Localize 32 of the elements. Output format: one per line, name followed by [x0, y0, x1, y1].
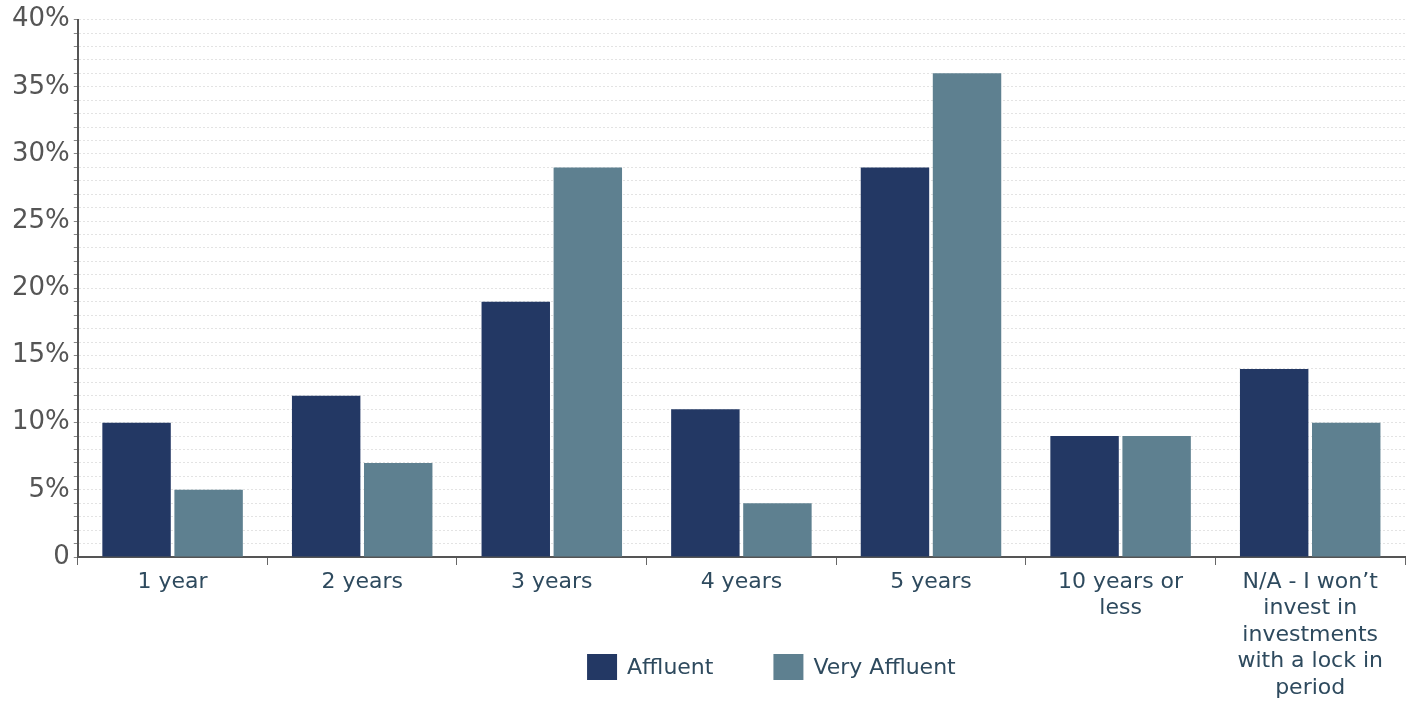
bar: [1239, 368, 1309, 557]
bar: [363, 462, 433, 557]
bar: [932, 73, 1002, 557]
x-tick-label: 5 years: [890, 567, 972, 593]
y-tick-label: 5%: [28, 472, 70, 503]
bar: [553, 167, 623, 557]
y-tick-label: 35%: [11, 69, 70, 100]
bar: [291, 395, 361, 557]
y-tick-label: 25%: [11, 203, 70, 234]
x-tick-label: 1 year: [137, 567, 209, 593]
y-tick-label: 30%: [11, 136, 70, 167]
bar: [174, 489, 243, 557]
x-tick-label: 3 years: [511, 567, 593, 593]
y-tick-label: 40%: [11, 2, 70, 33]
x-tick-label: 4 years: [700, 567, 783, 593]
x-tick-label: N/A - I won’t invest in investments with a lock in period: [1237, 567, 1383, 699]
legend-label: Very Affluent: [813, 653, 957, 679]
y-tick-label: 10%: [11, 405, 70, 436]
y-tick-label: 0: [53, 539, 70, 570]
y-tick-label: 20%: [11, 271, 70, 302]
x-tick-label: 10 years or less: [1058, 567, 1185, 620]
bar: [102, 422, 171, 557]
bar: [860, 167, 930, 557]
bar: [1122, 436, 1191, 557]
bar: [1312, 422, 1381, 557]
x-tick-label: 2 years: [321, 567, 403, 593]
bar: [1050, 436, 1119, 557]
y-tick-label: 15%: [11, 338, 70, 369]
legend-label: Affluent: [627, 653, 714, 679]
bar: [481, 301, 550, 557]
bar: [743, 503, 812, 557]
bar: [671, 409, 740, 557]
